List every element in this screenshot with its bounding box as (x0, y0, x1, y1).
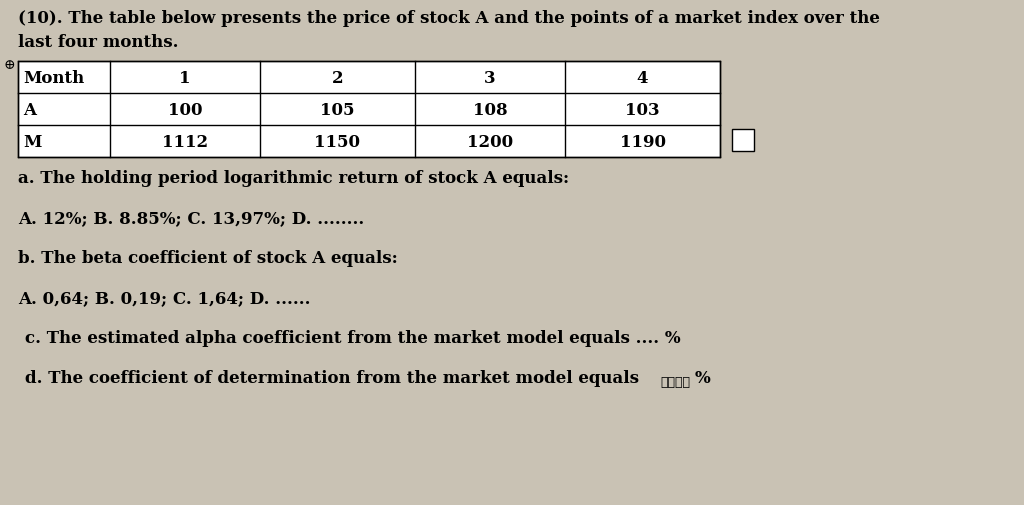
Text: ⊕: ⊕ (4, 58, 15, 72)
Bar (18, 62, 720, 158)
Text: b. The beta coefficient of stock A equals:: b. The beta coefficient of stock A equal… (18, 249, 397, 267)
Text: 1150: 1150 (314, 133, 360, 150)
Text: 1112: 1112 (162, 133, 208, 150)
Text: ∿∿∿∿: ∿∿∿∿ (660, 375, 690, 388)
Text: 103: 103 (626, 102, 659, 118)
Text: A: A (23, 102, 36, 118)
Text: (10). The table below presents the price of stock A and the points of a market i: (10). The table below presents the price… (18, 10, 880, 27)
Text: %: % (695, 369, 711, 386)
Text: d. The coefficient of determination from the market model equals: d. The coefficient of determination from… (25, 369, 645, 386)
Bar (732, 130, 754, 152)
Text: 105: 105 (321, 102, 354, 118)
Text: A. 12%; B. 8.85%; C. 13,97%; D. ........: A. 12%; B. 8.85%; C. 13,97%; D. ........ (18, 210, 365, 227)
Text: M: M (23, 133, 41, 150)
Text: 1200: 1200 (467, 133, 513, 150)
Text: last four months.: last four months. (18, 34, 178, 51)
Text: Month: Month (23, 69, 84, 86)
Text: 1190: 1190 (620, 133, 666, 150)
Text: 3: 3 (484, 69, 496, 86)
Text: a. The holding period logarithmic return of stock A equals:: a. The holding period logarithmic return… (18, 170, 569, 187)
Text: A. 0,64; B. 0,19; C. 1,64; D. ......: A. 0,64; B. 0,19; C. 1,64; D. ...... (18, 289, 310, 307)
Text: 2: 2 (332, 69, 343, 86)
Text: 108: 108 (473, 102, 507, 118)
Text: 1: 1 (179, 69, 190, 86)
Text: c. The estimated alpha coefficient from the market model equals .... %: c. The estimated alpha coefficient from … (25, 329, 681, 346)
Text: 100: 100 (168, 102, 203, 118)
Text: 4: 4 (637, 69, 648, 86)
